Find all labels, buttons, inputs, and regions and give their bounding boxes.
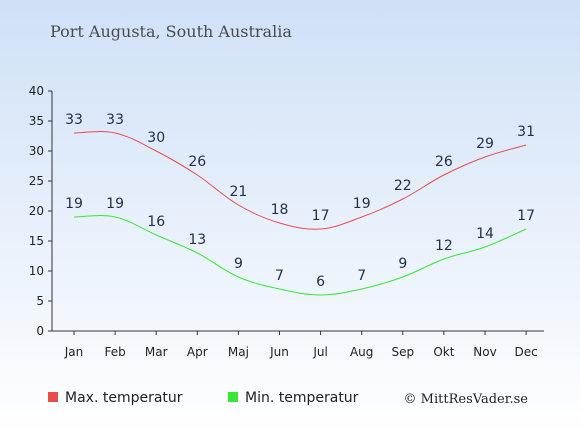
- legend-swatch-max: [48, 392, 58, 402]
- data-label-max: 26: [188, 154, 206, 170]
- x-tick-label: Sep: [391, 345, 414, 359]
- data-label-max: 33: [65, 112, 83, 128]
- data-label-min: 7: [357, 268, 366, 284]
- series-line-max: [73, 131, 527, 230]
- data-label-max: 19: [353, 196, 371, 212]
- x-tick-label: Feb: [104, 345, 125, 359]
- x-tick-label: Dec: [514, 345, 537, 359]
- x-tick-label: Mar: [145, 345, 168, 359]
- data-label-min: 12: [435, 238, 453, 254]
- x-tick-label: Apr: [187, 345, 208, 359]
- y-tick-label: 30: [29, 144, 44, 158]
- series-line-min: [73, 215, 527, 296]
- y-tick-label: 40: [29, 84, 44, 98]
- data-label-max: 17: [312, 208, 330, 224]
- legend-label-min: Min. temperatur: [245, 390, 359, 406]
- x-tick-label: Aug: [350, 345, 373, 359]
- data-label-max: 31: [517, 124, 535, 140]
- data-label-max: 22: [394, 178, 412, 194]
- data-label-min: 19: [106, 196, 124, 212]
- x-ticks: Jan Feb Mar Apr Maj Jun Jul Aug Sep Okt Nov Dec: [64, 331, 538, 359]
- series-layer: 33 33 30 26 21 18 17 19 22 26 29 31 19 19 16 13 9 7 6 7 9 12 1…: [65, 112, 535, 296]
- data-label-min: 9: [398, 256, 407, 272]
- x-tick-label: Jun: [269, 345, 289, 359]
- data-label-min: 9: [234, 256, 243, 272]
- x-tick-label: Okt: [433, 345, 454, 359]
- data-label-min: 14: [476, 226, 494, 242]
- chart-title: Port Augusta, South Australia: [50, 22, 292, 41]
- data-label-max: 26: [435, 154, 453, 170]
- data-label-max: 30: [147, 130, 165, 146]
- y-ticks: 0 5 10 15 20 25 30 35 40: [29, 84, 52, 338]
- data-label-min: 6: [316, 274, 325, 290]
- x-tick-label: Maj: [228, 345, 249, 359]
- y-tick-label: 0: [36, 324, 44, 338]
- data-label-max: 21: [229, 184, 247, 200]
- data-label-min: 19: [65, 196, 83, 212]
- data-label-max: 29: [476, 136, 494, 152]
- legend: Max. temperatur Min. temperatur: [48, 390, 359, 406]
- data-label-min: 13: [188, 232, 206, 248]
- y-tick-label: 10: [29, 264, 44, 278]
- y-tick-label: 15: [29, 234, 44, 248]
- legend-swatch-min: [228, 392, 238, 402]
- data-label-min: 16: [147, 214, 165, 230]
- credit-text: © MittResVader.se: [404, 392, 529, 407]
- x-tick-label: Jan: [64, 345, 84, 359]
- x-tick-label: Jul: [312, 345, 327, 359]
- x-tick-label: Nov: [473, 345, 496, 359]
- y-tick-label: 25: [29, 174, 44, 188]
- y-tick-label: 20: [29, 204, 44, 218]
- y-tick-label: 35: [29, 114, 44, 128]
- data-label-min: 7: [275, 268, 284, 284]
- legend-label-max: Max. temperatur: [65, 390, 183, 406]
- y-tick-label: 5: [36, 294, 44, 308]
- data-label-max: 33: [106, 112, 124, 128]
- data-label-max: 18: [271, 202, 289, 218]
- data-label-min: 17: [517, 208, 535, 224]
